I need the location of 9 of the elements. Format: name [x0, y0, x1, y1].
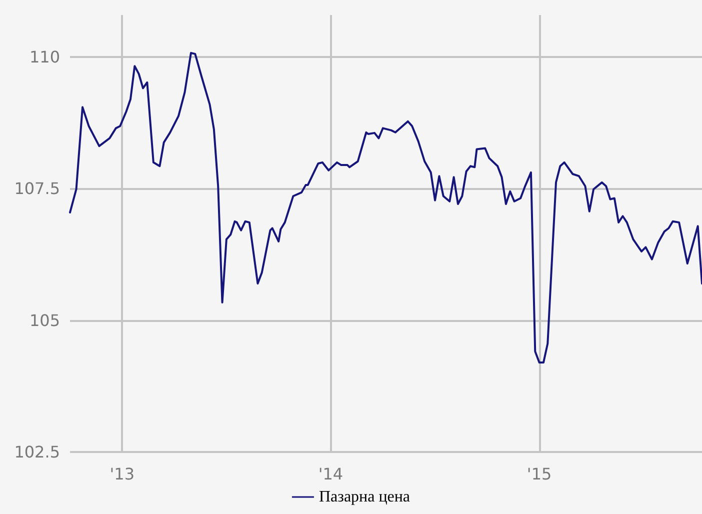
y-tick-label: 102.5: [14, 442, 60, 462]
y-tick-label: 107.5: [14, 179, 60, 198]
legend-label: Пазарна цена: [318, 488, 410, 506]
x-tick-label: '15: [526, 464, 552, 484]
line-series: [69, 52, 702, 364]
y-tick-label: 110: [29, 48, 60, 67]
x-tick-label: '14: [318, 464, 344, 484]
y-tick-label: 105: [29, 310, 60, 330]
x-tick-label: '13: [110, 464, 135, 484]
